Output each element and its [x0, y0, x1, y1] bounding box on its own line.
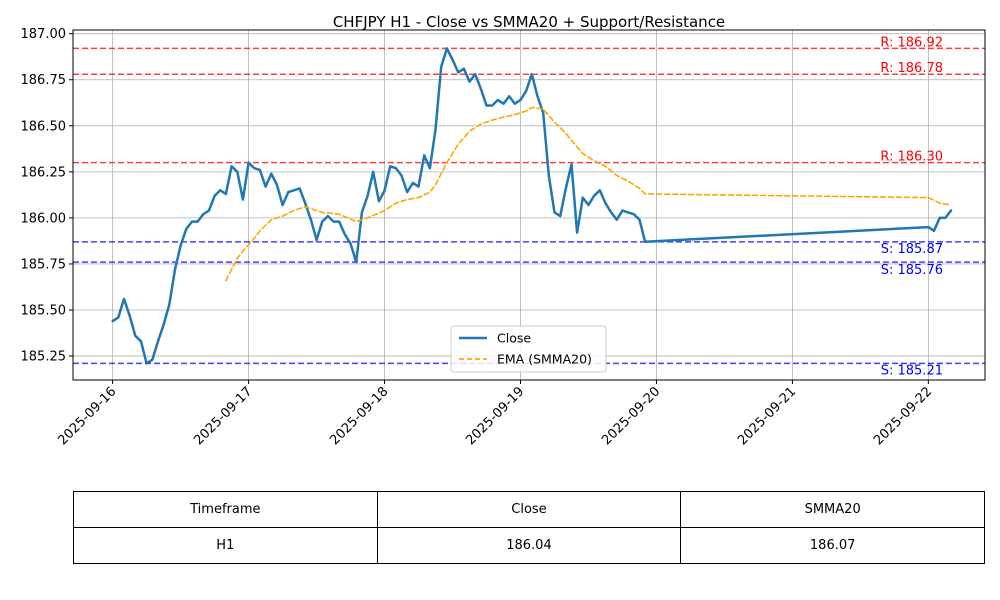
- x-tick-label: 2025-09-22: [871, 384, 935, 448]
- support-resistance-levels: R: 186.92 R: 186.78 R: 186.30 S: 185.87 S: 1…: [73, 35, 985, 378]
- table-header-row: Timeframe Close SMMA20: [73, 491, 985, 528]
- legend-ema-label: EMA (SMMA20): [497, 352, 592, 367]
- support-label: S: 185.87: [881, 242, 943, 257]
- table-header-cell: SMMA20: [680, 491, 985, 528]
- y-tick-label: 186.25: [21, 165, 67, 180]
- resistance-label: R: 186.78: [880, 61, 943, 76]
- y-axis-ticks: 185.25 185.50 185.75 186.00 186.25 186.50 186.…: [21, 27, 73, 365]
- resistance-label: R: 186.92: [880, 35, 943, 50]
- y-tick-label: 185.75: [21, 257, 67, 272]
- resistance-label: R: 186.30: [880, 150, 943, 165]
- table-row: H1 186.04 186.07: [73, 527, 985, 564]
- table-header-cell: Timeframe: [73, 491, 378, 528]
- x-tick-label: 2025-09-16: [55, 384, 119, 448]
- series-lines: [111, 47, 953, 365]
- close-series-line: [111, 47, 953, 365]
- summary-table: Timeframe Close SMMA20 H1 186.04 186.07: [73, 491, 985, 564]
- y-tick-label: 185.50: [21, 304, 67, 319]
- x-tick-label: 2025-09-20: [599, 384, 663, 448]
- table-cell: H1: [73, 527, 378, 564]
- table-cell: 186.07: [680, 527, 985, 564]
- y-tick-label: 186.75: [21, 73, 67, 88]
- chart-title: CHFJPY H1 - Close vs SMMA20 + Support/Re…: [333, 13, 725, 31]
- y-tick-label: 187.00: [21, 27, 67, 42]
- x-tick-label: 2025-09-21: [735, 384, 799, 448]
- x-tick-label: 2025-09-19: [463, 384, 527, 448]
- support-label: S: 185.76: [881, 263, 943, 278]
- legend-close-label: Close: [497, 331, 531, 346]
- x-tick-label: 2025-09-18: [327, 384, 391, 448]
- x-tick-label: 2025-09-17: [191, 384, 255, 448]
- y-tick-label: 185.25: [21, 350, 67, 365]
- plot-area-frame: [72, 29, 986, 381]
- x-axis-ticks: 2025-09-16 2025-09-17 2025-09-18 2025-09-19…: [55, 380, 935, 448]
- legend-box: [450, 325, 607, 373]
- support-label: S: 185.21: [881, 363, 943, 378]
- table-cell: 186.04: [376, 527, 682, 564]
- ema-series-line: [225, 106, 952, 282]
- y-tick-label: 186.00: [21, 211, 67, 226]
- table-header-cell: Close: [376, 491, 682, 528]
- y-tick-label: 186.50: [21, 119, 67, 134]
- legend: Close EMA (SMMA20): [450, 325, 607, 373]
